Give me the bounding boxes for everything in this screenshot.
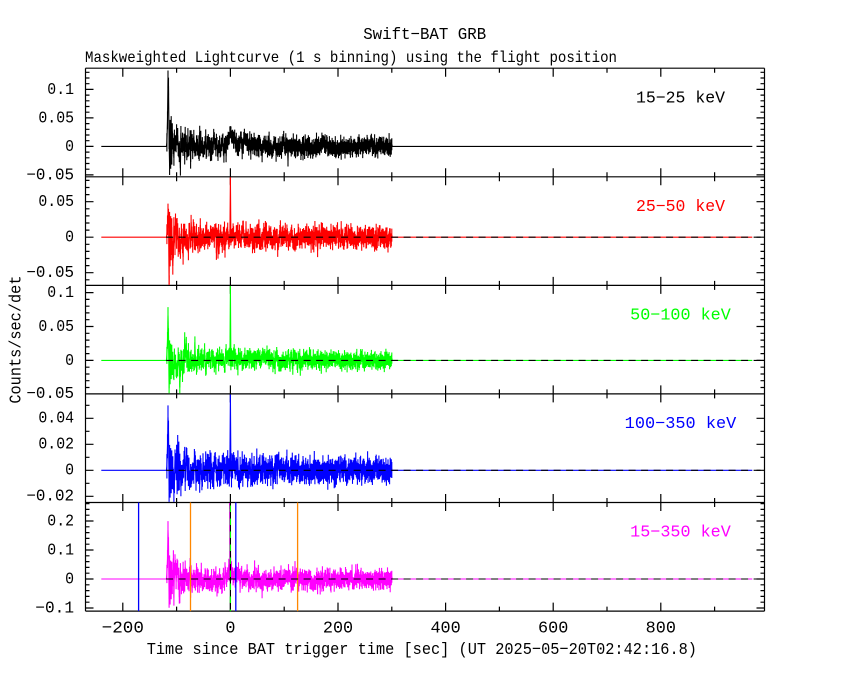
svg-text:Time since BAT trigger time [s: Time since BAT trigger time [sec] (UT 20… bbox=[147, 641, 697, 660]
svg-text:Counts/sec/det: Counts/sec/det bbox=[8, 276, 27, 404]
svg-text:600: 600 bbox=[538, 620, 568, 639]
svg-text:0.05: 0.05 bbox=[38, 193, 74, 211]
svg-text:−200: −200 bbox=[102, 620, 144, 639]
svg-text:0.1: 0.1 bbox=[47, 284, 74, 302]
svg-text:0.05: 0.05 bbox=[38, 318, 74, 336]
svg-text:0.04: 0.04 bbox=[38, 410, 74, 428]
svg-text:0.02: 0.02 bbox=[38, 436, 74, 454]
svg-text:0: 0 bbox=[65, 570, 74, 588]
svg-text:0: 0 bbox=[65, 352, 74, 370]
svg-text:0.05: 0.05 bbox=[38, 109, 74, 127]
svg-text:0: 0 bbox=[65, 229, 74, 247]
svg-text:Swift−BAT GRB: Swift−BAT GRB bbox=[363, 25, 486, 44]
svg-text:25−50 keV: 25−50 keV bbox=[636, 197, 725, 216]
svg-text:800: 800 bbox=[646, 620, 676, 639]
svg-text:15−350 keV: 15−350 keV bbox=[630, 523, 731, 542]
svg-text:0.2: 0.2 bbox=[47, 512, 74, 530]
svg-text:0.1: 0.1 bbox=[47, 541, 74, 559]
svg-text:−0.05: −0.05 bbox=[26, 385, 74, 403]
svg-text:400: 400 bbox=[430, 620, 460, 639]
svg-text:−0.02: −0.02 bbox=[26, 488, 74, 506]
svg-text:200: 200 bbox=[323, 620, 353, 639]
svg-text:15−25 keV: 15−25 keV bbox=[636, 88, 725, 107]
svg-text:0: 0 bbox=[65, 138, 74, 156]
svg-text:0: 0 bbox=[65, 462, 74, 480]
svg-text:50−100 keV: 50−100 keV bbox=[630, 306, 731, 325]
svg-text:−0.1: −0.1 bbox=[35, 599, 74, 617]
svg-text:−0.05: −0.05 bbox=[26, 166, 74, 184]
svg-text:−0.05: −0.05 bbox=[26, 264, 74, 282]
svg-text:0: 0 bbox=[225, 620, 235, 639]
svg-text:0.1: 0.1 bbox=[47, 81, 74, 99]
svg-text:Maskweighted Lightcurve (1 s b: Maskweighted Lightcurve (1 s binning) us… bbox=[85, 49, 617, 67]
svg-text:100−350 keV: 100−350 keV bbox=[625, 414, 737, 433]
